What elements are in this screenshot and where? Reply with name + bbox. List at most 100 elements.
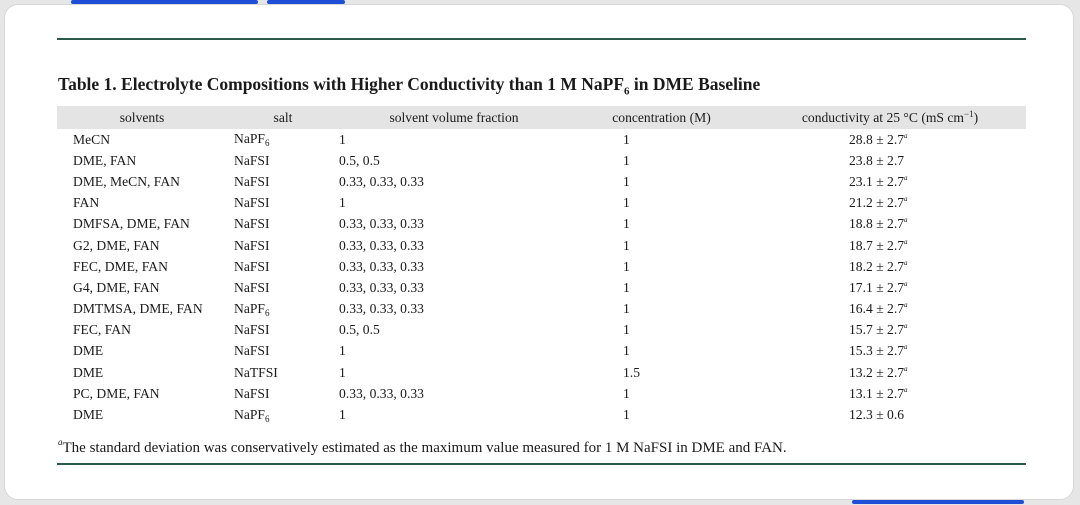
- cell-fraction: 0.33, 0.33, 0.33: [339, 173, 424, 189]
- cell-concentration: 1: [623, 152, 630, 168]
- footnote-ref: a: [904, 216, 908, 225]
- cell-salt: NaPF6: [227, 299, 339, 320]
- conductivity-value: 18.7 ± 2.7: [849, 237, 905, 253]
- salt-name: NaPF: [234, 300, 265, 316]
- table-row: G2, DME, FAN NaFSI 0.33, 0.33, 0.33 1 18.7 ±…: [57, 235, 1026, 256]
- cell-conductivity: 12.3 ± 0.6: [754, 404, 1026, 425]
- salt-name: NaFSI: [234, 385, 270, 401]
- conductivity-value-wrap: 18.2 ± 2.7a: [849, 259, 908, 275]
- electrolyte-table: solvents salt solvent volume fraction co…: [57, 106, 1026, 426]
- cell-salt: NaFSI: [227, 320, 339, 341]
- salt-name: NaTFSI: [234, 364, 278, 380]
- cell-salt: NaPF6: [227, 129, 339, 150]
- cell-fraction: 1: [339, 364, 346, 380]
- cell-solvents: DMTMSA, DME, FAN: [73, 301, 203, 317]
- cell-solvents: MeCN: [73, 131, 111, 147]
- salt-name: NaPF: [234, 131, 265, 147]
- cell-conductivity: 23.1 ± 2.7a: [754, 171, 1026, 192]
- salt-name: NaFSI: [234, 343, 270, 359]
- cell-conductivity: 16.4 ± 2.7a: [754, 299, 1026, 320]
- cell-solvents: PC, DME, FAN: [73, 385, 160, 401]
- cell-conductivity: 17.1 ± 2.7a: [754, 277, 1026, 298]
- conductivity-value: 18.2 ± 2.7: [849, 258, 905, 274]
- footnote-text: The standard deviation was conservativel…: [62, 440, 787, 456]
- salt-name: NaFSI: [234, 195, 270, 211]
- table-row: G4, DME, FAN NaFSI 0.33, 0.33, 0.33 1 17.1 ±…: [57, 277, 1026, 298]
- conductivity-value: 28.8 ± 2.7: [849, 131, 905, 147]
- bottom-rule: [57, 463, 1026, 465]
- cell-solvents: G4, DME, FAN: [73, 279, 160, 295]
- header-salt: salt: [273, 109, 293, 125]
- document-card: [4, 4, 1074, 500]
- cell-salt: NaFSI: [227, 256, 339, 277]
- table-row: DME NaFSI 1 1 15.3 ± 2.7a: [57, 341, 1026, 362]
- conductivity-value: 13.2 ± 2.7: [849, 364, 905, 380]
- caption-subscript: 6: [624, 85, 630, 98]
- cell-solvents: DME, MeCN, FAN: [73, 173, 180, 189]
- cell-salt: NaFSI: [227, 193, 339, 214]
- cell-concentration: 1: [623, 407, 630, 423]
- conductivity-value-wrap: 18.8 ± 2.7a: [849, 216, 908, 232]
- conductivity-value-wrap: 23.8 ± 2.7: [849, 153, 904, 169]
- cell-concentration: 1: [623, 279, 630, 295]
- cell-fraction: 0.5, 0.5: [339, 152, 380, 168]
- conductivity-value: 23.8 ± 2.7: [849, 152, 905, 168]
- table-row: DMFSA, DME, FAN NaFSI 0.33, 0.33, 0.33 1 18.…: [57, 214, 1026, 235]
- caption-suffix: in DME Baseline: [629, 74, 761, 94]
- cell-solvents: DME: [73, 364, 104, 380]
- salt-name: NaFSI: [234, 237, 270, 253]
- cell-solvents: DME: [73, 343, 104, 359]
- cell-fraction: 0.5, 0.5: [339, 322, 380, 338]
- conductivity-value-wrap: 28.8 ± 2.7a: [849, 132, 908, 148]
- header-conductivity: conductivity at 25 °C (mS cm−1): [754, 106, 1026, 129]
- conductivity-value-wrap: 17.1 ± 2.7a: [849, 280, 908, 296]
- cell-solvents: G2, DME, FAN: [73, 237, 160, 253]
- conductivity-value-wrap: 16.4 ± 2.7a: [849, 301, 908, 317]
- header-conductivity-text: conductivity at 25 °C (mS cm: [801, 110, 964, 125]
- header-conductivity-close: ): [973, 110, 979, 125]
- top-rule: [57, 38, 1026, 40]
- footnote-ref: a: [904, 322, 908, 331]
- scroll-indicator-left: [71, 0, 258, 4]
- scroll-indicator-right: [267, 0, 345, 4]
- conductivity-value: 21.2 ± 2.7: [849, 195, 905, 211]
- cell-conductivity: 13.2 ± 2.7a: [754, 362, 1026, 383]
- cell-concentration: 1: [623, 301, 630, 317]
- cell-fraction: 0.33, 0.33, 0.33: [339, 279, 424, 295]
- cell-conductivity: 28.8 ± 2.7a: [754, 129, 1026, 150]
- cell-solvents: DMFSA, DME, FAN: [73, 216, 190, 232]
- table-caption: Table 1. Electrolyte Compositions with H…: [58, 74, 760, 98]
- table-body: MeCN NaPF6 1 1 28.8 ± 2.7a DME, FAN NaFSI 0.5, …: [57, 129, 1026, 426]
- salt-subscript: 6: [264, 413, 270, 424]
- conductivity-value: 16.4 ± 2.7: [849, 301, 905, 317]
- cell-fraction: 0.33, 0.33, 0.33: [339, 258, 424, 274]
- caption-prefix: Table 1. Electrolyte Compositions with H…: [58, 74, 625, 94]
- cell-solvents: DME, FAN: [73, 152, 137, 168]
- cell-fraction: 0.33, 0.33, 0.33: [339, 385, 424, 401]
- table-row: DMTMSA, DME, FAN NaPF6 0.33, 0.33, 0.33 1 16…: [57, 299, 1026, 320]
- cell-salt: NaFSI: [227, 150, 339, 171]
- cell-concentration: 1: [623, 237, 630, 253]
- conductivity-value: 18.8 ± 2.7: [849, 216, 905, 232]
- conductivity-value: 17.1 ± 2.7: [849, 279, 905, 295]
- header-fraction: solvent volume fraction: [389, 109, 519, 125]
- cell-concentration: 1: [623, 343, 630, 359]
- table-row: FEC, DME, FAN NaFSI 0.33, 0.33, 0.33 1 18.2 …: [57, 256, 1026, 277]
- salt-name: NaFSI: [234, 279, 270, 295]
- table-row: DME, FAN NaFSI 0.5, 0.5 1 23.8 ± 2.7: [57, 150, 1026, 171]
- table-row: FEC, FAN NaFSI 0.5, 0.5 1 15.7 ± 2.7a: [57, 320, 1026, 341]
- cell-conductivity: 18.2 ± 2.7a: [754, 256, 1026, 277]
- cell-conductivity: 18.7 ± 2.7a: [754, 235, 1026, 256]
- footnote-ref: a: [904, 173, 908, 182]
- footnote-ref: a: [904, 301, 908, 310]
- cell-fraction: 1: [339, 343, 346, 359]
- cell-fraction: 0.33, 0.33, 0.33: [339, 216, 424, 232]
- conductivity-value: 23.1 ± 2.7: [849, 173, 905, 189]
- cell-concentration: 1: [623, 173, 630, 189]
- salt-name: NaFSI: [234, 322, 270, 338]
- cell-solvents: FEC, FAN: [73, 322, 131, 338]
- cell-fraction: 1: [339, 131, 346, 147]
- cell-concentration: 1: [623, 131, 630, 147]
- scroll-indicator-bottom: [852, 500, 1024, 504]
- conductivity-value: 15.3 ± 2.7: [849, 343, 905, 359]
